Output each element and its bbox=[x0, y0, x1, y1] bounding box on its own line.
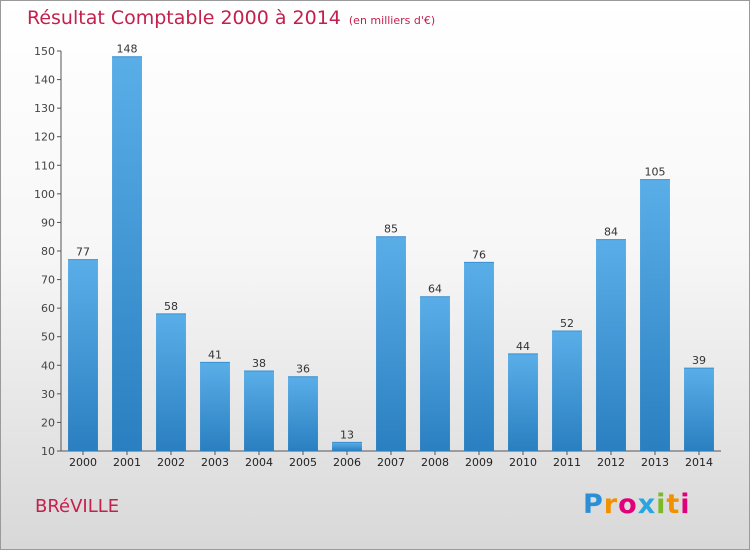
chart-bars: 77 148 58 41 38 36 13 85 64 76 44 52 84 105 39 bbox=[68, 43, 714, 452]
x-tick-label: 2005 bbox=[289, 456, 317, 469]
chart-title: Résultat Comptable 2000 à 2014 (en millie… bbox=[27, 7, 435, 29]
value-label: 13 bbox=[340, 428, 354, 441]
logo-letter: i bbox=[680, 489, 691, 520]
y-tick-label: 130 bbox=[34, 102, 55, 115]
y-tick-label: 10 bbox=[41, 445, 55, 458]
y-tick-label: 60 bbox=[41, 302, 55, 315]
x-tick-label: 2003 bbox=[201, 456, 229, 469]
x-tick-label: 2012 bbox=[597, 456, 625, 469]
bar-2012 bbox=[596, 239, 626, 451]
logo-letter: i bbox=[656, 489, 667, 520]
y-tick-label: 20 bbox=[41, 416, 55, 429]
x-tick-label: 2000 bbox=[69, 456, 97, 469]
bar-2002 bbox=[156, 313, 186, 451]
logo-letter: P bbox=[583, 489, 604, 520]
x-tick-label: 2014 bbox=[685, 456, 713, 469]
value-label: 148 bbox=[117, 43, 138, 56]
bar-2005 bbox=[288, 376, 318, 451]
bar-2013 bbox=[640, 179, 670, 452]
x-tick-label: 2007 bbox=[377, 456, 405, 469]
bar-2000 bbox=[68, 259, 98, 451]
bar-2010 bbox=[508, 353, 538, 451]
y-tick-label: 120 bbox=[34, 131, 55, 144]
chart-title-text: Résultat Comptable 2000 à 2014 bbox=[27, 7, 341, 29]
x-tick-label: 2011 bbox=[553, 456, 581, 469]
bar-2004 bbox=[244, 371, 274, 451]
y-tick-label: 30 bbox=[41, 388, 55, 401]
value-label: 105 bbox=[645, 166, 666, 179]
logo-letter: t bbox=[666, 489, 681, 520]
commune-name: BRéVILLE bbox=[35, 496, 120, 517]
y-tick-label: 80 bbox=[41, 245, 55, 258]
logo-letter: x bbox=[637, 489, 657, 520]
value-label: 76 bbox=[472, 248, 486, 261]
proxiti-logo: Proxiti bbox=[583, 489, 691, 520]
y-tick-label: 90 bbox=[41, 216, 55, 229]
value-label: 36 bbox=[296, 363, 310, 376]
x-tick-label: 2008 bbox=[421, 456, 449, 469]
bar-2006 bbox=[332, 442, 362, 451]
bar-2014 bbox=[684, 368, 714, 451]
bar-2001 bbox=[112, 56, 142, 451]
y-tick-label: 50 bbox=[41, 331, 55, 344]
logo-letter: o bbox=[618, 489, 638, 520]
x-tick-label: 2001 bbox=[113, 456, 141, 469]
x-tick-label: 2002 bbox=[157, 456, 185, 469]
value-label: 58 bbox=[164, 300, 178, 313]
y-tick-label: 110 bbox=[34, 159, 55, 172]
bar-2011 bbox=[552, 331, 582, 451]
value-label: 39 bbox=[692, 354, 706, 367]
y-tick-label: 140 bbox=[34, 74, 55, 87]
x-tick-label: 2009 bbox=[465, 456, 493, 469]
bar-2008 bbox=[420, 296, 450, 451]
x-tick-label: 2013 bbox=[641, 456, 669, 469]
value-label: 41 bbox=[208, 348, 222, 361]
value-label: 64 bbox=[428, 283, 442, 296]
bar-2003 bbox=[200, 362, 230, 451]
y-tick-label: 150 bbox=[34, 45, 55, 58]
value-label: 38 bbox=[252, 357, 266, 370]
x-tick-label: 2010 bbox=[509, 456, 537, 469]
y-tick-label: 70 bbox=[41, 274, 55, 287]
value-label: 77 bbox=[76, 246, 90, 259]
value-label: 44 bbox=[516, 340, 530, 353]
y-tick-label: 100 bbox=[34, 188, 55, 201]
chart-subtitle: (en milliers d'€) bbox=[348, 14, 436, 27]
bar-2009 bbox=[464, 262, 494, 451]
x-tick-label: 2004 bbox=[245, 456, 273, 469]
value-label: 84 bbox=[604, 226, 618, 239]
y-tick-label: 40 bbox=[41, 359, 55, 372]
logo-letter: r bbox=[603, 489, 619, 520]
value-label: 85 bbox=[384, 223, 398, 236]
bar-2007 bbox=[376, 236, 406, 451]
value-label: 52 bbox=[560, 317, 574, 330]
x-tick-label: 2006 bbox=[333, 456, 361, 469]
